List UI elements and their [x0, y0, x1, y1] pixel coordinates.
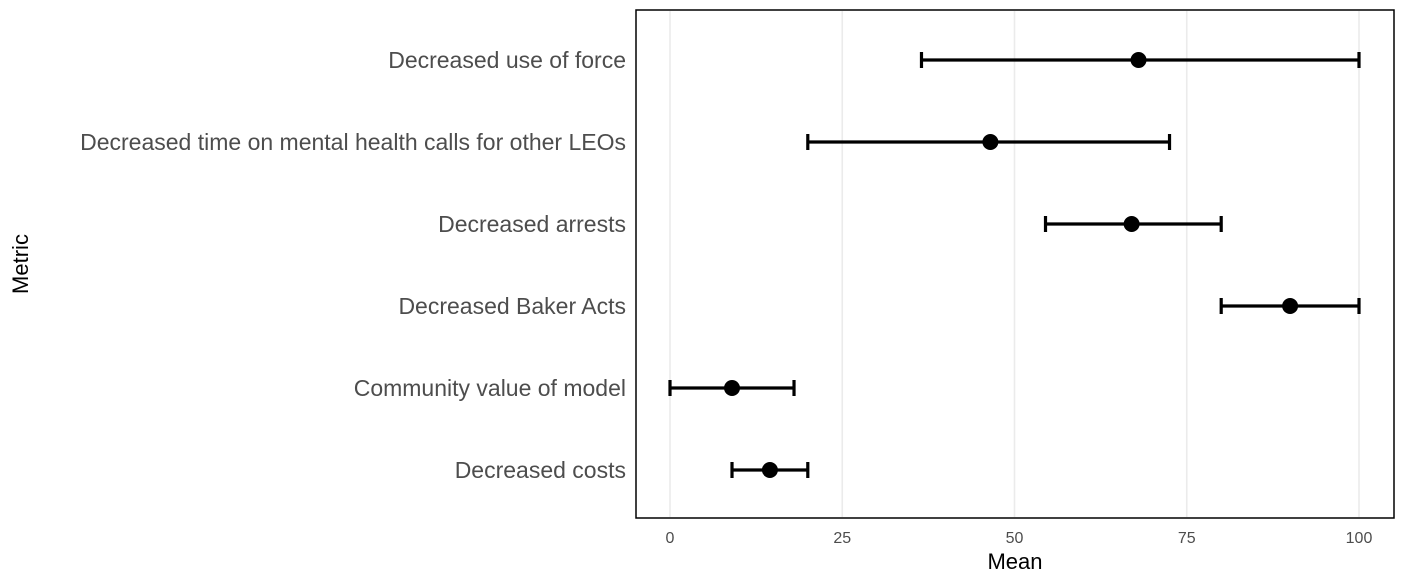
- x-axis-title: Mean: [987, 549, 1042, 574]
- category-label: Decreased Baker Acts: [398, 293, 626, 319]
- mean-point: [761, 462, 778, 478]
- grid-lines: [669, 11, 1360, 517]
- category-label: Community value of model: [354, 375, 626, 401]
- x-tick-label-75: 75: [1178, 530, 1196, 547]
- category-label: Decreased costs: [455, 457, 626, 483]
- plot-frame: [635, 9, 1395, 519]
- x-tick-label-100: 100: [1346, 530, 1373, 547]
- mean-point: [982, 134, 999, 150]
- category-label: Decreased time on mental health calls fo…: [80, 129, 626, 155]
- category-label: Decreased use of force: [388, 47, 626, 73]
- y-axis-title: Metric: [8, 234, 33, 294]
- x-tick-label-0: 0: [666, 530, 675, 547]
- mean-point: [1123, 216, 1140, 232]
- mean-point: [1130, 52, 1147, 68]
- x-tick-label-25: 25: [833, 530, 851, 547]
- mean-point: [1282, 298, 1299, 314]
- mean-point: [724, 380, 741, 396]
- category-labels: Decreased use of force Decreased time on …: [80, 47, 626, 483]
- x-tick-labels: 0 25 50 75 100: [666, 530, 1373, 547]
- x-tick-label-50: 50: [1006, 530, 1024, 547]
- mean-points: [724, 52, 1299, 478]
- category-label: Decreased arrests: [438, 211, 626, 237]
